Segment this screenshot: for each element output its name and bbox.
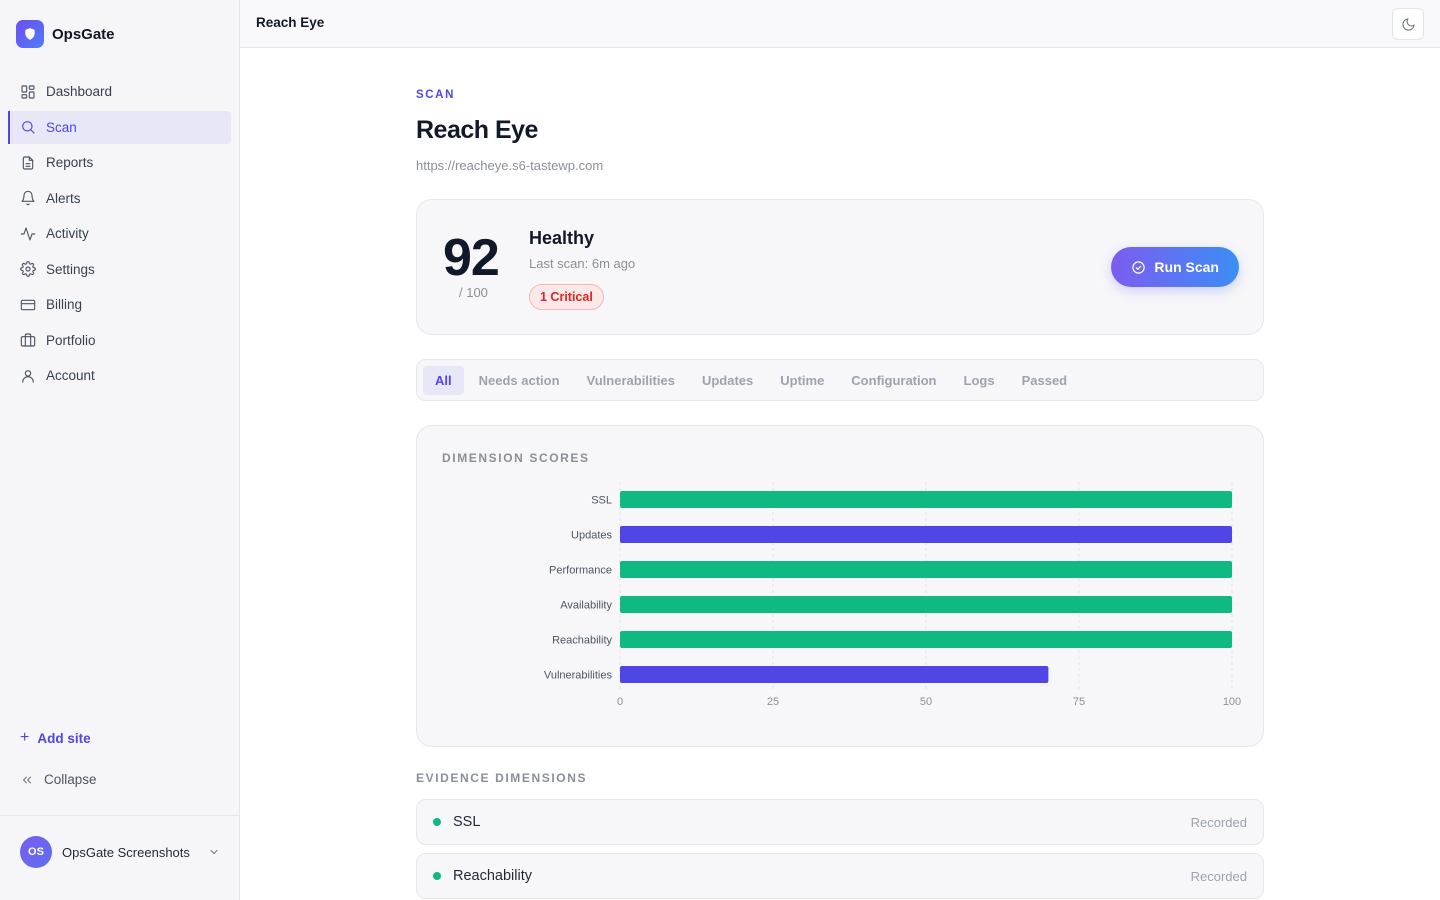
tab-all[interactable]: All xyxy=(423,365,464,395)
sidebar-item-label: Activity xyxy=(46,226,89,241)
sidebar-item-label: Dashboard xyxy=(46,84,113,99)
tab-configuration[interactable]: Configuration xyxy=(851,372,937,388)
sidebar-item-label: Reports xyxy=(46,155,94,170)
y-tick-label: Updates xyxy=(571,530,612,542)
status-dot xyxy=(433,872,441,880)
bar-reachability xyxy=(620,631,1232,648)
y-tick-label: Vulnerabilities xyxy=(544,670,613,682)
bar-updates xyxy=(620,526,1232,543)
check-circle-icon xyxy=(1132,260,1146,274)
brand[interactable]: OpsGate xyxy=(16,20,115,48)
sidebar-nav: Dashboard Scan Reports Alerts Activity S… xyxy=(8,75,231,395)
theme-toggle-button[interactable] xyxy=(1392,8,1424,40)
sidebar-item-settings[interactable]: Settings xyxy=(8,253,231,286)
sidebar-item-dashboard[interactable]: Dashboard xyxy=(8,75,231,108)
shield-logo-icon xyxy=(16,20,44,48)
run-scan-label: Run Scan xyxy=(1154,259,1219,275)
tab-logs[interactable]: Logs xyxy=(963,372,995,388)
chart-title: DIMENSION SCORES xyxy=(442,451,590,465)
dashboard-icon xyxy=(21,84,35,99)
tab-vulnerabilities[interactable]: Vulnerabilities xyxy=(586,372,675,388)
last-scan-time: Last scan: 6m ago xyxy=(529,256,636,271)
credit-card-icon xyxy=(20,299,36,310)
critical-badge[interactable]: 1 Critical xyxy=(529,284,604,310)
sidebar-item-portfolio[interactable]: Portfolio xyxy=(8,324,231,357)
sidebar-item-billing[interactable]: Billing xyxy=(8,288,231,321)
bar-performance xyxy=(620,561,1232,578)
sidebar-item-label: Settings xyxy=(46,261,95,277)
gear-icon xyxy=(20,261,36,277)
page-eyebrow: SCAN xyxy=(416,89,455,101)
avatar: OS xyxy=(20,836,52,868)
sidebar-item-label: Account xyxy=(46,368,95,383)
score-value: 92 xyxy=(443,229,500,287)
evidence-state: Recorded xyxy=(1190,868,1247,884)
status-dot xyxy=(433,818,441,826)
y-tick-label: Reachability xyxy=(552,635,612,647)
org-name: OpsGate Screenshots xyxy=(62,844,190,860)
collapse-button[interactable]: Collapse xyxy=(20,772,97,787)
user-icon xyxy=(22,369,34,383)
score-card: 92 / 100 Healthy Last scan: 6m ago 1 Cri… xyxy=(416,199,1264,335)
x-tick-label: 100 xyxy=(1223,696,1241,708)
topbar-title: Reach Eye xyxy=(256,15,325,30)
y-tick-label: Availability xyxy=(560,600,612,612)
bar-ssl xyxy=(620,491,1232,508)
sidebar: OpsGate Dashboard Scan Reports Alerts Ac… xyxy=(0,0,240,900)
evidence-name: SSL xyxy=(453,814,481,830)
x-tick-label: 50 xyxy=(920,696,932,708)
dimension-scores-card: DIMENSION SCORES 0 25 50 75 100 SSL Updates Per… xyxy=(416,425,1264,747)
page-title: Reach Eye xyxy=(416,116,538,144)
add-site-label: Add site xyxy=(37,730,91,746)
evidence-name: Reachability xyxy=(453,868,532,884)
org-switcher[interactable]: OS OpsGate Screenshots xyxy=(20,836,220,868)
tab-updates[interactable]: Updates xyxy=(701,372,754,388)
activity-icon xyxy=(20,226,36,241)
health-status: Healthy xyxy=(529,228,595,248)
tab-uptime[interactable]: Uptime xyxy=(780,372,825,388)
bar-availability xyxy=(620,596,1232,613)
x-tick-label: 25 xyxy=(767,696,779,708)
evidence-state: Recorded xyxy=(1190,814,1247,830)
briefcase-icon xyxy=(20,333,36,347)
bell-icon xyxy=(21,190,35,206)
y-tick-label: SSL xyxy=(591,495,612,507)
plus-icon: + xyxy=(20,729,30,746)
sidebar-item-account[interactable]: Account xyxy=(8,359,231,392)
evidence-row-ssl[interactable]: SSL Recorded xyxy=(416,799,1264,845)
tab-needs-action[interactable]: Needs action xyxy=(478,372,560,388)
site-url: https://reacheye.s6-tastewp.com xyxy=(416,158,604,173)
dimension-scores-chart: 0 25 50 75 100 SSL Updates Performance Availabil… xyxy=(544,482,1241,708)
evidence-row-reachability[interactable]: Reachability Recorded xyxy=(416,853,1264,899)
sidebar-item-label: Alerts xyxy=(46,190,81,206)
y-tick-label: Performance xyxy=(549,565,612,577)
chevron-down-icon xyxy=(210,850,218,854)
tab-passed[interactable]: Passed xyxy=(1021,372,1068,388)
evidence-section-label: EVIDENCE DIMENSIONS xyxy=(416,771,588,785)
sidebar-item-alerts[interactable]: Alerts xyxy=(8,182,231,215)
collapse-label: Collapse xyxy=(44,772,97,787)
sidebar-footer: OS OpsGate Screenshots xyxy=(0,815,239,900)
moon-icon xyxy=(1401,17,1415,31)
filter-tabs: All Needs action Vulnerabilities Updates… xyxy=(416,359,1264,401)
sidebar-item-activity[interactable]: Activity xyxy=(8,217,231,250)
chevrons-left-icon xyxy=(22,776,32,783)
brand-name: OpsGate xyxy=(52,25,115,43)
document-icon xyxy=(22,155,34,170)
sidebar-item-scan[interactable]: Scan xyxy=(8,110,231,144)
x-tick-label: 75 xyxy=(1073,696,1085,708)
topbar: Reach Eye xyxy=(240,0,1440,48)
add-site-button[interactable]: + Add site xyxy=(20,730,91,746)
x-tick-label: 0 xyxy=(617,696,623,708)
sidebar-item-label: Portfolio xyxy=(46,332,96,348)
sidebar-item-reports[interactable]: Reports xyxy=(8,146,231,179)
search-icon xyxy=(22,121,35,134)
score-max: / 100 xyxy=(459,285,488,300)
sidebar-item-label: Billing xyxy=(46,297,83,312)
bar-vulnerabilities xyxy=(620,666,1049,683)
sidebar-item-label: Scan xyxy=(46,119,77,135)
run-scan-button[interactable]: Run Scan xyxy=(1111,247,1239,287)
